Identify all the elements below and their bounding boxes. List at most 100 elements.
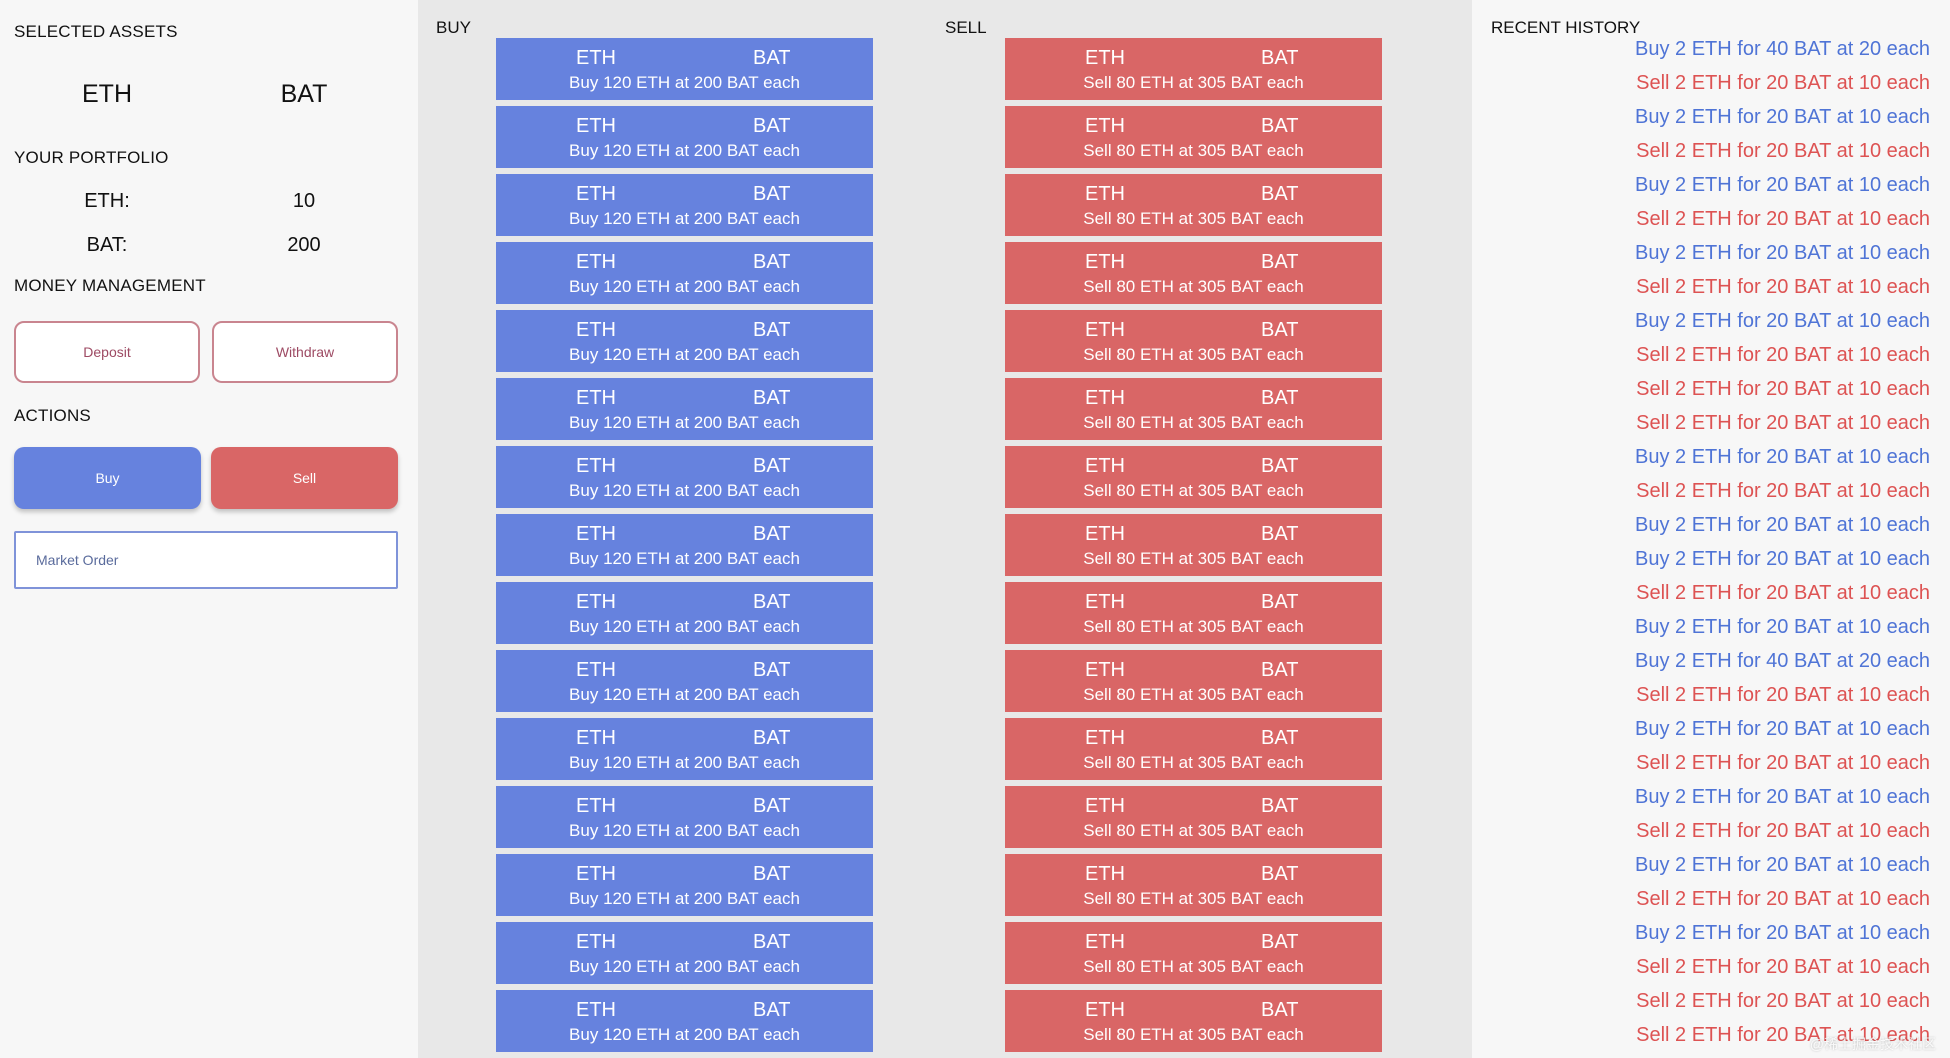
buy-order-card[interactable]: ETH BAT Buy 120 ETH at 200 BAT each [496,854,873,916]
history-item: Buy 2 ETH for 20 BAT at 10 each [1635,242,1930,264]
buy-orders-list: ETH BAT Buy 120 ETH at 200 BAT each ETH BAT B… [496,38,873,1058]
portfolio-title: YOUR PORTFOLIO [14,148,169,167]
sell-order-card[interactable]: ETH BAT Sell 80 ETH at 305 BAT each [1005,378,1382,440]
order-quote-asset: BAT [753,115,791,137]
order-base-asset: ETH [576,251,616,273]
history-item: Sell 2 ETH for 20 BAT at 10 each [1636,888,1930,910]
buy-order-card[interactable]: ETH BAT Buy 120 ETH at 200 BAT each [496,174,873,236]
deposit-button[interactable]: Deposit [14,321,200,383]
order-quote-asset: BAT [753,659,791,681]
sell-order-card[interactable]: ETH BAT Sell 80 ETH at 305 BAT each [1005,854,1382,916]
buy-order-card[interactable]: ETH BAT Buy 120 ETH at 200 BAT each [496,786,873,848]
history-item: Sell 2 ETH for 20 BAT at 10 each [1636,208,1930,230]
order-description: Sell 80 ETH at 305 BAT each [1083,209,1304,228]
order-description: Buy 120 ETH at 200 BAT each [569,345,800,364]
order-quote-asset: BAT [1261,183,1299,205]
order-quote-asset: BAT [753,591,791,613]
order-description: Sell 80 ETH at 305 BAT each [1083,413,1304,432]
order-description: Buy 120 ETH at 200 BAT each [569,753,800,772]
order-quote-asset: BAT [1261,251,1299,273]
order-quote-asset: BAT [1261,523,1299,545]
order-base-asset: ETH [1085,387,1125,409]
sell-order-card[interactable]: ETH BAT Sell 80 ETH at 305 BAT each [1005,718,1382,780]
order-description: Buy 120 ETH at 200 BAT each [569,685,800,704]
order-description: Buy 120 ETH at 200 BAT each [569,277,800,296]
history-item: Sell 2 ETH for 20 BAT at 10 each [1636,820,1930,842]
order-base-asset: ETH [1085,727,1125,749]
portfolio-eth-value: 10 [292,190,316,212]
withdraw-button[interactable]: Withdraw [212,321,398,383]
history-item: Sell 2 ETH for 20 BAT at 10 each [1636,412,1930,434]
order-base-asset: ETH [1085,659,1125,681]
order-base-asset: ETH [576,47,616,69]
history-item: Sell 2 ETH for 20 BAT at 10 each [1636,276,1930,298]
sell-order-card[interactable]: ETH BAT Sell 80 ETH at 305 BAT each [1005,582,1382,644]
buy-order-card[interactable]: ETH BAT Buy 120 ETH at 200 BAT each [496,38,873,100]
order-type-select[interactable]: Market Order [14,531,398,589]
selected-quote-asset[interactable]: BAT [280,80,328,108]
order-description: Buy 120 ETH at 200 BAT each [569,957,800,976]
sell-order-card[interactable]: ETH BAT Sell 80 ETH at 305 BAT each [1005,446,1382,508]
buy-order-card[interactable]: ETH BAT Buy 120 ETH at 200 BAT each [496,242,873,304]
buy-order-card[interactable]: ETH BAT Buy 120 ETH at 200 BAT each [496,310,873,372]
order-description: Buy 120 ETH at 200 BAT each [569,209,800,228]
sell-order-card[interactable]: ETH BAT Sell 80 ETH at 305 BAT each [1005,990,1382,1052]
sell-order-card[interactable]: ETH BAT Sell 80 ETH at 305 BAT each [1005,786,1382,848]
buy-column-title: BUY [436,18,471,37]
buy-order-card[interactable]: ETH BAT Buy 120 ETH at 200 BAT each [496,582,873,644]
history-item: Buy 2 ETH for 40 BAT at 20 each [1635,650,1930,672]
order-quote-asset: BAT [753,319,791,341]
buy-order-card[interactable]: ETH BAT Buy 120 ETH at 200 BAT each [496,650,873,712]
sell-order-card[interactable]: ETH BAT Sell 80 ETH at 305 BAT each [1005,922,1382,984]
history-item: Sell 2 ETH for 20 BAT at 10 each [1636,684,1930,706]
buy-order-card[interactable]: ETH BAT Buy 120 ETH at 200 BAT each [496,718,873,780]
order-quote-asset: BAT [753,523,791,545]
buy-order-card[interactable]: ETH BAT Buy 120 ETH at 200 BAT each [496,514,873,576]
history-item: Sell 2 ETH for 20 BAT at 10 each [1636,72,1930,94]
buy-order-card[interactable]: ETH BAT Buy 120 ETH at 200 BAT each [496,378,873,440]
order-quote-asset: BAT [753,727,791,749]
history-item: Sell 2 ETH for 20 BAT at 10 each [1636,990,1930,1012]
order-description: Buy 120 ETH at 200 BAT each [569,1025,800,1044]
sell-order-card[interactable]: ETH BAT Sell 80 ETH at 305 BAT each [1005,174,1382,236]
order-quote-asset: BAT [753,183,791,205]
recent-history-title: RECENT HISTORY [1491,18,1641,37]
sell-order-card[interactable]: ETH BAT Sell 80 ETH at 305 BAT each [1005,310,1382,372]
order-description: Sell 80 ETH at 305 BAT each [1083,1025,1304,1044]
order-description: Buy 120 ETH at 200 BAT each [569,141,800,160]
order-quote-asset: BAT [753,387,791,409]
history-item: Sell 2 ETH for 20 BAT at 10 each [1636,956,1930,978]
order-base-asset: ETH [576,591,616,613]
history-item: Sell 2 ETH for 20 BAT at 10 each [1636,582,1930,604]
order-quote-asset: BAT [1261,727,1299,749]
sell-order-card[interactable]: ETH BAT Sell 80 ETH at 305 BAT each [1005,650,1382,712]
buy-order-card[interactable]: ETH BAT Buy 120 ETH at 200 BAT each [496,446,873,508]
order-description: Buy 120 ETH at 200 BAT each [569,413,800,432]
order-description: Sell 80 ETH at 305 BAT each [1083,821,1304,840]
order-quote-asset: BAT [753,931,791,953]
selected-base-asset[interactable]: ETH [82,80,132,108]
buy-order-card[interactable]: ETH BAT Buy 120 ETH at 200 BAT each [496,990,873,1052]
sell-order-card[interactable]: ETH BAT Sell 80 ETH at 305 BAT each [1005,38,1382,100]
order-description: Sell 80 ETH at 305 BAT each [1083,957,1304,976]
order-quote-asset: BAT [1261,999,1299,1021]
order-description: Buy 120 ETH at 200 BAT each [569,481,800,500]
sell-button[interactable]: Sell [211,447,398,509]
buy-order-card[interactable]: ETH BAT Buy 120 ETH at 200 BAT each [496,106,873,168]
history-item: Sell 2 ETH for 20 BAT at 10 each [1636,140,1930,162]
order-quote-asset: BAT [753,47,791,69]
sell-order-card[interactable]: ETH BAT Sell 80 ETH at 305 BAT each [1005,242,1382,304]
buy-order-card[interactable]: ETH BAT Buy 120 ETH at 200 BAT each [496,922,873,984]
order-base-asset: ETH [1085,795,1125,817]
order-description: Buy 120 ETH at 200 BAT each [569,889,800,908]
buy-button[interactable]: Buy [14,447,201,509]
portfolio-bat-label: BAT: [86,234,128,256]
history-item: Sell 2 ETH for 20 BAT at 10 each [1636,1024,1930,1046]
order-quote-asset: BAT [1261,591,1299,613]
portfolio-eth-label: ETH: [84,190,130,212]
sell-order-card[interactable]: ETH BAT Sell 80 ETH at 305 BAT each [1005,514,1382,576]
order-description: Sell 80 ETH at 305 BAT each [1083,549,1304,568]
sell-order-card[interactable]: ETH BAT Sell 80 ETH at 305 BAT each [1005,106,1382,168]
sell-column-title: SELL [945,18,987,37]
